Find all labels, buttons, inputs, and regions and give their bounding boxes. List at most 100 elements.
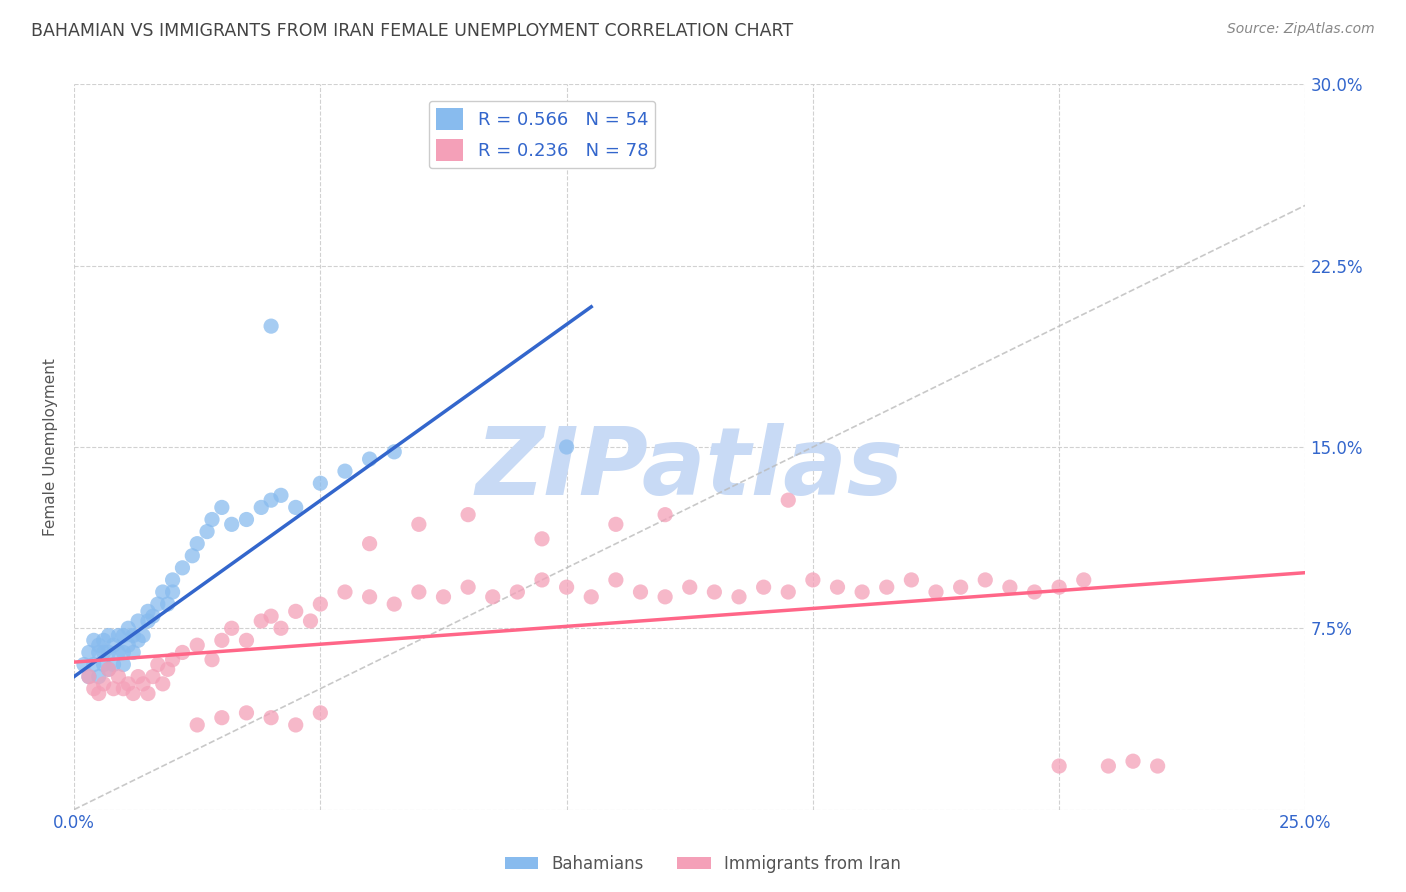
Point [221,517,243,532]
Point [136,604,159,618]
Point [195,524,218,539]
Text: ZIPatlas: ZIPatlas [475,423,904,515]
Point [998,580,1021,594]
Point [181,549,204,563]
Point [103,638,125,652]
Point [703,585,725,599]
Point [87,670,110,684]
Point [778,585,800,599]
Point [87,645,110,659]
Point [77,670,100,684]
Point [481,590,503,604]
Point [260,493,283,508]
Point [103,681,125,696]
Point [142,670,165,684]
Point [112,645,135,659]
Point [974,573,997,587]
Point [127,633,149,648]
Point [284,500,307,515]
Point [1047,580,1070,594]
Point [284,718,307,732]
Point [752,580,775,594]
Point [605,573,627,587]
Point [309,476,332,491]
Point [530,532,553,546]
Text: BAHAMIAN VS IMMIGRANTS FROM IRAN FEMALE UNEMPLOYMENT CORRELATION CHART: BAHAMIAN VS IMMIGRANTS FROM IRAN FEMALE … [31,22,793,40]
Point [333,464,356,478]
Point [457,580,479,594]
Point [1146,759,1168,773]
Point [132,677,155,691]
Point [630,585,652,599]
Point [1047,759,1070,773]
Point [260,319,283,334]
Legend: Bahamians, Immigrants from Iran: Bahamians, Immigrants from Iran [498,848,908,880]
Point [83,633,105,648]
Point [1073,573,1095,587]
Point [408,517,430,532]
Point [778,493,800,508]
Point [172,561,194,575]
Point [432,590,454,604]
Point [530,573,553,587]
Point [359,452,381,467]
Point [506,585,529,599]
Y-axis label: Female Unemployment: Female Unemployment [44,358,58,536]
Point [900,573,922,587]
Point [152,585,174,599]
Point [87,638,110,652]
Point [107,628,129,642]
Point [1122,754,1144,768]
Point [801,573,824,587]
Point [97,628,120,642]
Point [127,614,149,628]
Point [260,609,283,624]
Point [382,445,405,459]
Point [260,711,283,725]
Point [122,645,145,659]
Point [382,597,405,611]
Point [186,718,208,732]
Point [581,590,603,604]
Point [679,580,702,594]
Point [83,681,105,696]
Point [284,604,307,618]
Point [201,653,224,667]
Point [156,662,179,676]
Point [73,657,96,672]
Point [270,621,292,635]
Point [309,597,332,611]
Point [186,536,208,550]
Point [949,580,972,594]
Point [97,662,120,676]
Point [827,580,849,594]
Point [408,585,430,599]
Point [851,585,873,599]
Point [201,512,224,526]
Point [77,670,100,684]
Point [146,657,169,672]
Point [107,645,129,659]
Point [152,677,174,691]
Point [457,508,479,522]
Point [654,590,676,604]
Point [211,633,233,648]
Point [876,580,898,594]
Point [172,645,194,659]
Point [162,573,184,587]
Point [103,657,125,672]
Text: Source: ZipAtlas.com: Source: ZipAtlas.com [1227,22,1375,37]
Point [97,662,120,676]
Point [146,597,169,611]
Point [132,628,155,642]
Point [117,638,139,652]
Point [93,677,115,691]
Point [122,628,145,642]
Point [156,597,179,611]
Point [235,633,257,648]
Point [93,657,115,672]
Point [309,706,332,720]
Point [1097,759,1119,773]
Point [333,585,356,599]
Point [728,590,751,604]
